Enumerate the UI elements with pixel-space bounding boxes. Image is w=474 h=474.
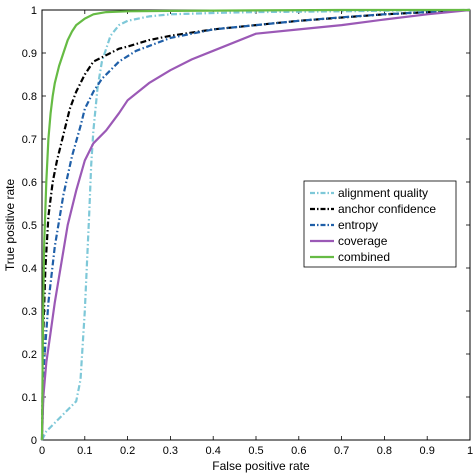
x-tick-label: 0.1: [77, 445, 92, 457]
y-tick-label: 0.6: [22, 177, 37, 189]
x-tick-label: 0.6: [291, 445, 306, 457]
x-tick-label: 0: [39, 445, 45, 457]
x-tick-label: 0.8: [377, 445, 392, 457]
x-tick-label: 0.9: [420, 445, 435, 457]
legend-label: coverage: [338, 234, 388, 248]
y-tick-label: 0.4: [22, 263, 37, 275]
x-tick-label: 0.7: [334, 445, 349, 457]
y-tick-label: 1: [31, 5, 37, 17]
y-tick-label: 0.7: [22, 134, 37, 146]
legend-label: anchor confidence: [338, 202, 436, 216]
x-axis-label: False positive rate: [212, 459, 310, 473]
y-tick-label: 0.3: [22, 306, 37, 318]
y-axis-label: True positive rate: [3, 179, 17, 272]
x-tick-label: 1: [467, 445, 473, 457]
legend-label: alignment quality: [338, 186, 428, 200]
y-tick-label: 0.9: [22, 48, 37, 60]
x-tick-label: 0.3: [163, 445, 178, 457]
series-line-entropy: [40, 8, 471, 441]
y-tick-label: 0.8: [22, 91, 37, 103]
series-line-coverage: [40, 8, 471, 441]
y-tick-label: 0.5: [22, 220, 37, 232]
series-line-combined: [40, 8, 470, 441]
series-line-alignment-quality: [41, 8, 471, 441]
x-tick-label: 0.5: [248, 445, 263, 457]
legend: alignment quality anchor confidence entrop…: [303, 180, 457, 268]
x-tick-label: 0.4: [206, 445, 221, 457]
axis-ticks: 0 0.1 0.2 0.3 0.4 0.5 0.6 0.7 0.8 0.9 1 0 0.1 0.2 0.3 0…: [22, 5, 473, 457]
x-tick-label: 0.2: [120, 445, 135, 457]
series-line-anchor-confidence: [40, 8, 471, 441]
legend-label: combined: [338, 250, 390, 264]
legend-box: [303, 180, 457, 268]
series-layer: [40, 8, 471, 441]
y-tick-label: 0.2: [22, 349, 37, 361]
y-tick-label: 0: [31, 435, 37, 447]
y-tick-label: 0.1: [22, 392, 37, 404]
legend-label: entropy: [338, 218, 378, 232]
